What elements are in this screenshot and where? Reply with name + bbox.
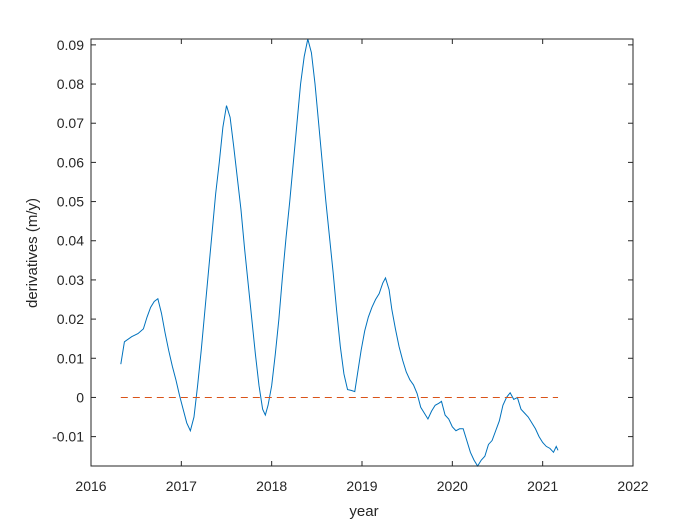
y-tick-label: 0.02: [57, 311, 84, 327]
plot-frame: [90, 38, 634, 467]
y-tick-label: 0.03: [57, 272, 84, 288]
y-tick-label: 0.01: [57, 350, 84, 366]
y-tick-label: 0.05: [57, 194, 84, 210]
x-tick-label: 2018: [256, 478, 287, 494]
x-tick-label: 2021: [527, 478, 558, 494]
y-tick-label: 0.06: [57, 154, 84, 170]
derivative-series-line: [120, 38, 559, 467]
x-tick-label: 2022: [617, 478, 648, 494]
y-tick-label: 0.04: [57, 233, 84, 249]
x-tick-label: 2020: [437, 478, 468, 494]
y-axis-label: derivatives (m/y): [24, 198, 41, 308]
x-tick-label: 2016: [75, 478, 106, 494]
x-tick-label: 2019: [346, 478, 377, 494]
y-tick-label: 0.07: [57, 115, 84, 131]
y-tick-label: 0.09: [57, 37, 84, 53]
x-axis-label: year: [349, 503, 378, 520]
y-tick-label: -0.01: [52, 429, 84, 445]
y-tick-label: 0.08: [57, 76, 84, 92]
x-tick-label: 2017: [166, 478, 197, 494]
y-tick-label: 0: [76, 389, 84, 405]
